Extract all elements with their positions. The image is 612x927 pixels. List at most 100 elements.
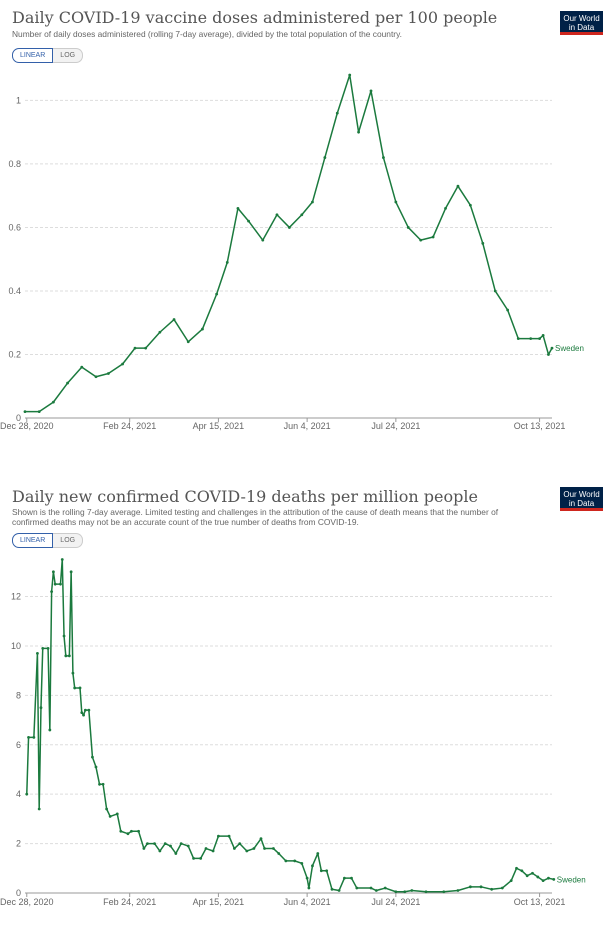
data-point[interactable] [186, 340, 190, 344]
data-point[interactable] [468, 203, 472, 207]
data-point[interactable] [48, 728, 52, 732]
data-point[interactable] [87, 708, 91, 712]
data-point[interactable] [158, 330, 162, 334]
data-point[interactable] [394, 200, 398, 204]
data-point[interactable] [531, 871, 534, 875]
data-point[interactable] [66, 381, 69, 385]
data-point[interactable] [323, 156, 327, 159]
data-point[interactable] [529, 337, 533, 341]
data-point[interactable] [547, 353, 550, 356]
data-point[interactable] [41, 647, 45, 650]
data-point[interactable] [394, 890, 398, 894]
data-point[interactable] [142, 847, 146, 850]
data-point[interactable] [94, 375, 98, 379]
data-point[interactable] [179, 842, 183, 845]
data-point[interactable] [431, 235, 435, 239]
data-point[interactable] [60, 558, 64, 561]
data-point[interactable] [67, 654, 71, 658]
data-point[interactable] [146, 842, 149, 845]
data-point[interactable] [541, 879, 545, 883]
data-point[interactable] [319, 869, 323, 873]
linear-scale-button[interactable]: LINEAR [12, 533, 54, 548]
data-point[interactable] [506, 308, 510, 312]
log-scale-button[interactable]: LOG [53, 48, 84, 63]
data-point[interactable] [227, 834, 231, 838]
data-point[interactable] [252, 847, 256, 850]
data-point[interactable] [225, 260, 229, 264]
data-point[interactable] [382, 156, 385, 159]
log-scale-button[interactable]: LOG [53, 533, 84, 548]
data-point[interactable] [98, 782, 101, 786]
data-point[interactable] [316, 852, 320, 855]
data-point[interactable] [325, 869, 329, 873]
data-point[interactable] [493, 289, 497, 293]
data-point[interactable] [410, 889, 414, 892]
data-point[interactable] [245, 849, 249, 853]
data-point[interactable] [172, 318, 176, 321]
data-point[interactable] [369, 886, 373, 890]
data-point[interactable] [91, 755, 94, 759]
data-point[interactable] [442, 890, 446, 894]
data-point[interactable] [337, 889, 341, 892]
data-point[interactable] [27, 735, 30, 739]
data-point[interactable] [374, 889, 378, 892]
data-point[interactable] [232, 847, 236, 850]
data-point[interactable] [284, 859, 288, 863]
data-point[interactable] [69, 570, 73, 574]
data-point[interactable] [536, 875, 540, 879]
data-point[interactable] [547, 876, 550, 880]
data-point[interactable] [538, 337, 541, 341]
data-point[interactable] [82, 713, 85, 717]
data-point[interactable] [259, 837, 263, 841]
data-point[interactable] [163, 842, 167, 845]
data-point[interactable] [335, 111, 339, 115]
data-point[interactable] [330, 887, 334, 891]
data-point[interactable] [307, 886, 311, 890]
data-point[interactable] [37, 410, 41, 414]
data-point[interactable] [481, 241, 485, 245]
data-point[interactable] [174, 852, 178, 855]
data-point[interactable] [348, 73, 352, 77]
data-point[interactable] [311, 200, 314, 204]
data-point[interactable] [215, 292, 219, 296]
data-point[interactable] [39, 706, 43, 710]
data-point[interactable] [126, 832, 130, 836]
owid-logo[interactable]: Our World in Data [560, 11, 603, 35]
data-point[interactable] [479, 885, 483, 889]
data-point[interactable] [59, 582, 62, 586]
data-point[interactable] [419, 238, 423, 242]
linear-scale-button[interactable]: LINEAR [12, 48, 54, 63]
data-point[interactable] [192, 857, 195, 860]
data-point[interactable] [158, 849, 162, 853]
data-point[interactable] [383, 886, 387, 890]
data-point[interactable] [293, 859, 297, 863]
data-point[interactable] [153, 842, 156, 845]
data-point[interactable] [403, 890, 407, 894]
data-point[interactable] [247, 219, 250, 223]
data-point[interactable] [51, 400, 55, 404]
data-point[interactable] [490, 887, 494, 891]
data-point[interactable] [199, 857, 203, 860]
data-point[interactable] [456, 889, 460, 892]
data-point[interactable] [83, 708, 87, 712]
data-point[interactable] [201, 327, 204, 331]
data-point[interactable] [80, 711, 84, 715]
data-point[interactable] [277, 852, 281, 855]
data-point[interactable] [300, 861, 304, 865]
data-point[interactable] [515, 866, 518, 870]
data-point[interactable] [169, 844, 172, 848]
data-point[interactable] [50, 590, 54, 593]
data-point[interactable] [119, 829, 123, 833]
data-point[interactable] [552, 878, 556, 881]
data-point[interactable] [53, 582, 57, 586]
data-point[interactable] [217, 834, 220, 838]
data-point[interactable] [137, 829, 140, 833]
data-point[interactable] [272, 847, 275, 850]
series-line-sweden[interactable] [25, 74, 553, 413]
data-point[interactable] [500, 886, 504, 890]
data-point[interactable] [64, 654, 68, 658]
data-point[interactable] [541, 334, 545, 337]
data-point[interactable] [144, 346, 148, 350]
data-point[interactable] [238, 842, 242, 845]
data-point[interactable] [23, 410, 27, 414]
